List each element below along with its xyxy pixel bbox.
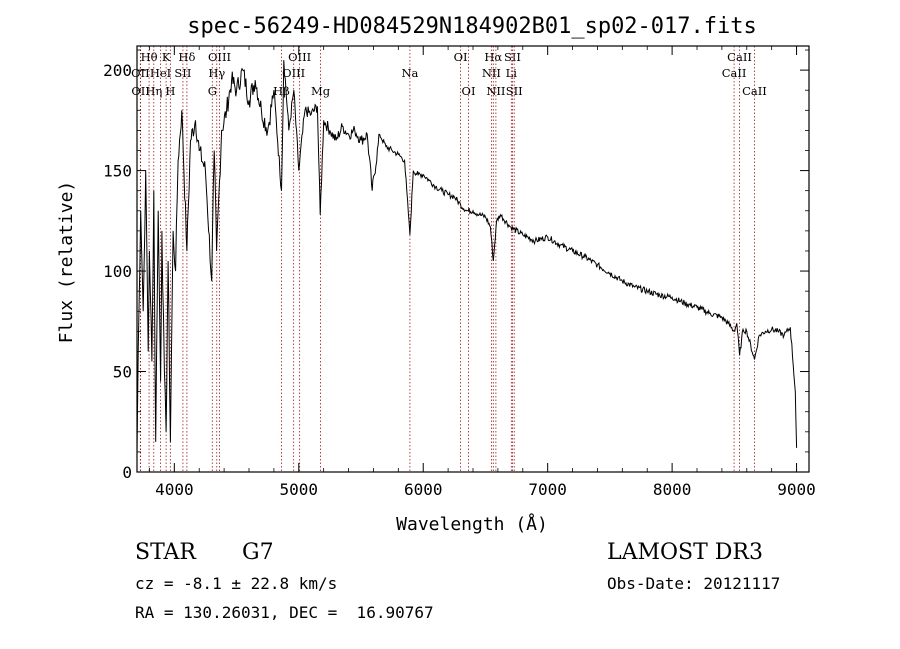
line-label: G bbox=[208, 84, 217, 98]
line-label: OIII bbox=[288, 50, 311, 64]
line-label: Hβ bbox=[273, 84, 290, 98]
x-axis-label: Wavelength (Å) bbox=[396, 513, 548, 535]
line-label: OI bbox=[454, 50, 468, 64]
y-tick-label: 150 bbox=[103, 162, 132, 181]
line-label: SII bbox=[504, 50, 521, 64]
x-tick-label: 8000 bbox=[653, 480, 692, 499]
line-label: Na bbox=[401, 66, 418, 80]
chart-title: spec-56249-HD084529N184902B01_sp02-017.f… bbox=[187, 14, 757, 39]
line-label: OIII bbox=[208, 50, 231, 64]
y-tick-label: 50 bbox=[113, 363, 132, 382]
obs-date-text: Obs-Date: 20121117 bbox=[607, 574, 781, 593]
line-label: CaII bbox=[742, 84, 767, 98]
y-tick-label: 0 bbox=[122, 463, 132, 482]
coords-text: RA = 130.26031, DEC = 16.90767 bbox=[135, 603, 434, 622]
redshift-text: cz = -8.1 ± 22.8 km/s bbox=[135, 574, 338, 593]
line-label: Li bbox=[506, 66, 518, 80]
line-label: OII bbox=[131, 84, 150, 98]
object-subclass: G7 bbox=[242, 540, 274, 565]
line-label: OII bbox=[131, 66, 150, 80]
line-label: CaII bbox=[727, 50, 752, 64]
line-label: SII bbox=[506, 84, 523, 98]
plot-frame bbox=[136, 45, 810, 473]
line-label: Hθ bbox=[141, 50, 158, 64]
x-tick-label: 4000 bbox=[155, 480, 194, 499]
line-label: Hα bbox=[484, 50, 502, 64]
line-label: OI bbox=[462, 84, 476, 98]
spectrum-chart: spec-56249-HD084529N184902B01_sp02-017.f… bbox=[56, 14, 816, 535]
line-label: Hγ bbox=[208, 66, 225, 80]
x-tick-label: 7000 bbox=[528, 480, 567, 499]
x-tick-label: 5000 bbox=[280, 480, 319, 499]
line-label: Hδ bbox=[178, 50, 195, 64]
x-tick-label: 9000 bbox=[777, 480, 816, 499]
line-label: OIII bbox=[282, 66, 305, 80]
y-axis-label: Flux (relative) bbox=[56, 181, 77, 344]
line-label: SII bbox=[174, 66, 191, 80]
line-label: Hη bbox=[145, 84, 162, 98]
line-label: NII bbox=[486, 84, 505, 98]
line-label: HeI bbox=[150, 66, 171, 80]
line-label: H bbox=[165, 84, 175, 98]
line-label: NII bbox=[482, 66, 501, 80]
line-label: Mg bbox=[311, 84, 331, 98]
y-tick-label: 100 bbox=[103, 262, 132, 281]
y-tick-label: 200 bbox=[103, 61, 132, 80]
spectrum-line bbox=[137, 60, 798, 452]
line-label: CaII bbox=[722, 66, 747, 80]
object-class: STAR bbox=[135, 540, 196, 565]
x-tick-label: 6000 bbox=[404, 480, 443, 499]
line-label: K bbox=[162, 50, 171, 64]
survey-name: LAMOST DR3 bbox=[607, 540, 763, 565]
